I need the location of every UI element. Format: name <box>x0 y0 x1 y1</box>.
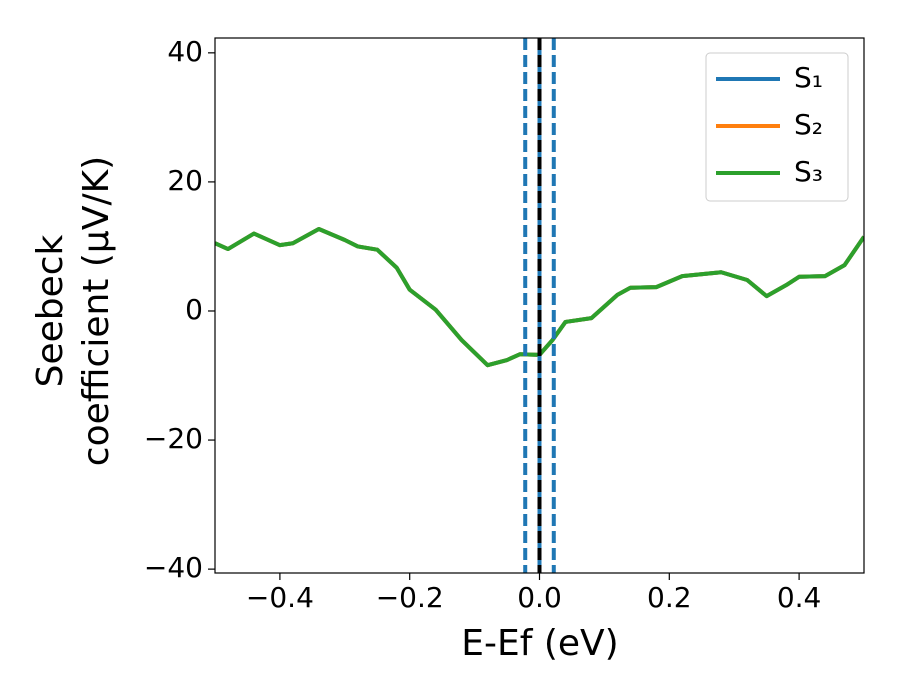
y-axis-label: coefficient (μV/K) <box>76 156 117 466</box>
legend-label: S₃ <box>794 155 823 188</box>
legend-label: S₁ <box>794 61 823 94</box>
legend-label: S₂ <box>794 108 823 141</box>
y-tick-label: −20 <box>144 422 203 455</box>
x-tick-label: 0.4 <box>777 581 822 614</box>
x-tick-label: −0.2 <box>376 581 444 614</box>
y-tick-label: 40 <box>167 35 203 68</box>
line <box>215 227 864 368</box>
x-tick-label: 0.2 <box>647 581 692 614</box>
plot-frame <box>214 37 865 574</box>
y-axis-label: Seebeck <box>30 234 71 387</box>
y-tick-label: 0 <box>185 293 203 326</box>
x-tick-label: 0.0 <box>517 581 562 614</box>
y-tick-label: 20 <box>167 164 203 197</box>
x-axis-label: E-Ef (eV) <box>461 623 618 664</box>
x-tick-label: −0.4 <box>246 581 314 614</box>
y-tick-label: −40 <box>144 551 203 584</box>
